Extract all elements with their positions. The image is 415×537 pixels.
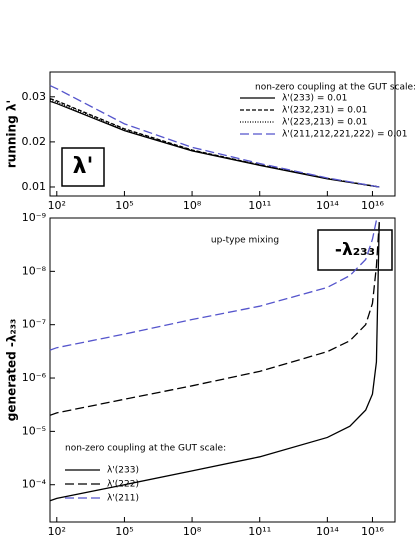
legend-title: non-zero coupling at the GUT scale: (255, 83, 415, 93)
annotation-box (61, 147, 105, 187)
y-tick-label: 10⁻⁶ (22, 371, 47, 384)
legend-title: non-zero coupling at the GUT scale: (65, 444, 226, 454)
plot-frame (49, 71, 396, 197)
y-tick-label: 10⁻⁸ (22, 264, 47, 277)
y-tick-label: 0.03 (22, 90, 47, 103)
x-tick-label: 10⁵ (115, 525, 133, 537)
plot-frame (49, 217, 396, 523)
legend-label: λ'(232,231) = 0.01 (282, 106, 367, 116)
legend-label: λ'(223,213) = 0.01 (282, 118, 367, 128)
x-tick-label: 10⁸ (183, 199, 202, 212)
x-tick-label: 10¹¹ (248, 199, 271, 212)
x-tick-label: 10² (48, 199, 66, 212)
y-tick-label: 10⁻⁷ (22, 318, 46, 331)
y-axis-label: running λ' (5, 100, 19, 168)
series-line (49, 222, 380, 416)
y-axis-label: generated -λ₂₃₃ (5, 319, 19, 421)
x-tick-label: 10⁵ (115, 199, 133, 212)
legend-label: λ'(211) (107, 494, 139, 504)
y-tick-label: 10⁻⁹ (22, 211, 46, 224)
legend-label: λ'(222) (107, 480, 139, 490)
x-tick-label: 10¹¹ (248, 525, 271, 537)
x-tick-label: 10⁸ (183, 525, 202, 537)
series-line (49, 84, 380, 188)
legend-label: λ'(233) = 0.01 (282, 94, 347, 104)
annotation: λ' (73, 154, 94, 179)
legend-label: λ'(233) (107, 466, 139, 476)
x-tick-label: 10¹⁴ (316, 525, 339, 537)
x-tick-label: 10¹⁶ (361, 199, 384, 212)
y-tick-label: 10⁻⁴ (22, 478, 47, 491)
y-tick-label: 0.01 (22, 180, 47, 193)
y-tick-label: 10⁻⁵ (22, 424, 46, 437)
series-line (49, 99, 380, 188)
legend-label: λ'(211,212,221,222) = 0.01 (282, 130, 407, 140)
x-tick-label: 10¹⁶ (361, 525, 384, 537)
series-line (49, 220, 378, 351)
series-line (49, 222, 380, 502)
x-tick-label: 10² (48, 525, 66, 537)
y-tick-label: 0.02 (22, 135, 47, 148)
annotation: -λ₂₃₃ (335, 240, 375, 260)
x-tick-label: 10¹⁴ (316, 199, 339, 212)
subtitle: up-type mixing (211, 236, 279, 246)
